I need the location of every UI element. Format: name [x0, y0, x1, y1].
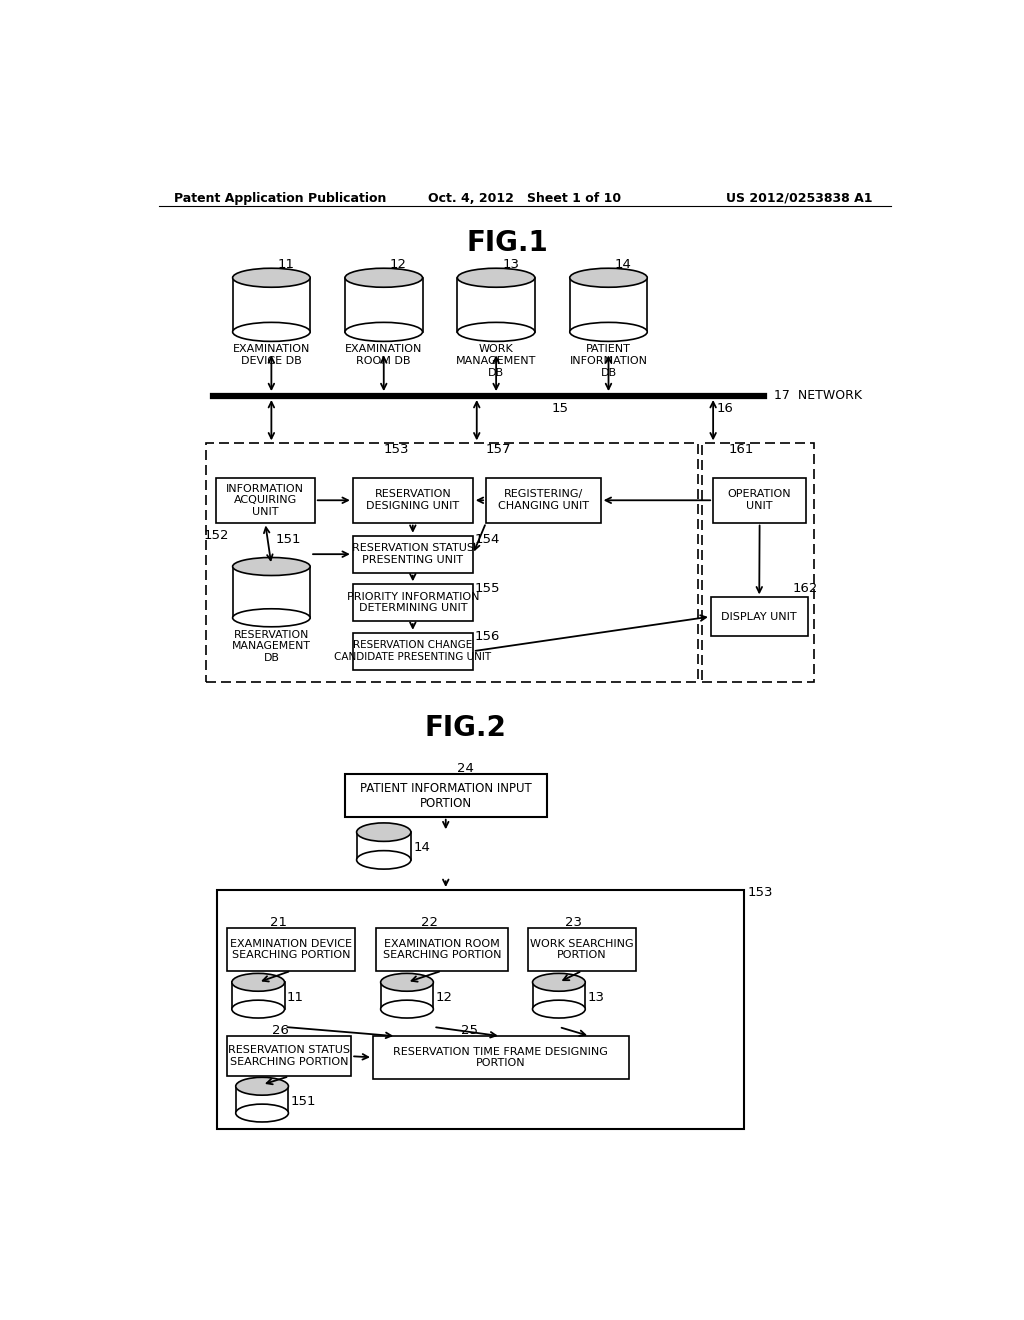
Text: 14: 14 — [614, 259, 632, 271]
Text: 13: 13 — [503, 259, 519, 271]
Ellipse shape — [569, 268, 647, 288]
Text: FIG.1: FIG.1 — [467, 230, 549, 257]
FancyBboxPatch shape — [352, 536, 473, 573]
FancyBboxPatch shape — [711, 598, 808, 636]
FancyBboxPatch shape — [216, 478, 314, 523]
Text: 12: 12 — [390, 259, 407, 271]
Text: Patent Application Publication: Patent Application Publication — [174, 191, 387, 205]
Ellipse shape — [345, 268, 423, 288]
FancyBboxPatch shape — [569, 277, 647, 331]
Text: 23: 23 — [565, 916, 583, 929]
Ellipse shape — [458, 268, 535, 288]
Text: RESERVATION CHANGE
CANDIDATE PRESENTING UNIT: RESERVATION CHANGE CANDIDATE PRESENTING … — [334, 640, 492, 663]
Text: 151: 151 — [291, 1096, 316, 1109]
Text: EXAMINATION DEVICE
SEARCHING PORTION: EXAMINATION DEVICE SEARCHING PORTION — [230, 939, 352, 961]
Text: 11: 11 — [287, 991, 304, 1005]
Text: EXAMINATION
ROOM DB: EXAMINATION ROOM DB — [345, 345, 423, 366]
Bar — [701, 444, 814, 682]
FancyBboxPatch shape — [345, 775, 547, 817]
FancyBboxPatch shape — [217, 890, 744, 1129]
Text: PRIORITY INFORMATION
DETERMINING UNIT: PRIORITY INFORMATION DETERMINING UNIT — [346, 591, 479, 614]
Text: DISPLAY UNIT: DISPLAY UNIT — [722, 611, 797, 622]
Ellipse shape — [236, 1104, 289, 1122]
FancyBboxPatch shape — [236, 1086, 289, 1113]
Text: 26: 26 — [272, 1023, 289, 1036]
Text: OPERATION
UNIT: OPERATION UNIT — [728, 490, 792, 511]
FancyBboxPatch shape — [232, 277, 310, 331]
Ellipse shape — [232, 322, 310, 342]
Ellipse shape — [232, 268, 310, 288]
FancyBboxPatch shape — [352, 585, 473, 622]
Text: 11: 11 — [278, 259, 295, 271]
Text: US 2012/0253838 A1: US 2012/0253838 A1 — [725, 191, 872, 205]
Ellipse shape — [458, 322, 535, 342]
FancyBboxPatch shape — [227, 928, 355, 970]
Text: RESERVATION
DESIGNING UNIT: RESERVATION DESIGNING UNIT — [367, 490, 460, 511]
Ellipse shape — [232, 557, 310, 576]
Text: 13: 13 — [588, 991, 604, 1005]
Text: EXAMINATION
DEVICE DB: EXAMINATION DEVICE DB — [232, 345, 310, 366]
Ellipse shape — [231, 1001, 285, 1018]
FancyBboxPatch shape — [458, 277, 535, 331]
FancyBboxPatch shape — [376, 928, 508, 970]
Text: 17  NETWORK: 17 NETWORK — [774, 389, 862, 403]
Bar — [206, 444, 697, 682]
Text: 16: 16 — [717, 403, 734, 416]
Text: RESERVATION TIME FRAME DESIGNING
PORTION: RESERVATION TIME FRAME DESIGNING PORTION — [393, 1047, 608, 1068]
Text: EXAMINATION ROOM
SEARCHING PORTION: EXAMINATION ROOM SEARCHING PORTION — [383, 939, 501, 961]
Text: INFORMATION
ACQUIRING
UNIT: INFORMATION ACQUIRING UNIT — [226, 483, 304, 517]
Text: 22: 22 — [421, 916, 438, 929]
Ellipse shape — [345, 322, 423, 342]
Ellipse shape — [381, 1001, 433, 1018]
FancyBboxPatch shape — [381, 982, 433, 1008]
FancyBboxPatch shape — [528, 928, 636, 970]
Ellipse shape — [532, 973, 586, 991]
FancyBboxPatch shape — [713, 478, 806, 523]
FancyBboxPatch shape — [227, 1036, 351, 1076]
Ellipse shape — [569, 322, 647, 342]
Text: 162: 162 — [793, 582, 817, 594]
Text: PATIENT
INFORMATION
DB: PATIENT INFORMATION DB — [569, 345, 647, 378]
Text: 12: 12 — [435, 991, 453, 1005]
FancyBboxPatch shape — [352, 632, 473, 669]
Text: 153: 153 — [748, 886, 773, 899]
Ellipse shape — [532, 1001, 586, 1018]
Text: 151: 151 — [275, 533, 301, 546]
Ellipse shape — [356, 850, 411, 869]
Text: 154: 154 — [474, 533, 500, 546]
Text: 15: 15 — [552, 403, 569, 416]
FancyBboxPatch shape — [486, 478, 601, 523]
FancyBboxPatch shape — [356, 832, 411, 859]
Text: 14: 14 — [414, 841, 430, 854]
Text: 157: 157 — [486, 444, 512, 455]
Text: 156: 156 — [474, 630, 500, 643]
Text: REGISTERING/
CHANGING UNIT: REGISTERING/ CHANGING UNIT — [498, 490, 589, 511]
Ellipse shape — [231, 973, 285, 991]
Ellipse shape — [381, 973, 433, 991]
Text: FIG.2: FIG.2 — [424, 714, 506, 742]
Text: WORK
MANAGEMENT
DB: WORK MANAGEMENT DB — [456, 345, 537, 378]
Text: RESERVATION STATUS
PRESENTING UNIT: RESERVATION STATUS PRESENTING UNIT — [352, 544, 474, 565]
Text: Oct. 4, 2012   Sheet 1 of 10: Oct. 4, 2012 Sheet 1 of 10 — [428, 191, 622, 205]
FancyBboxPatch shape — [232, 566, 310, 618]
FancyBboxPatch shape — [231, 982, 285, 1008]
Text: WORK SEARCHING
PORTION: WORK SEARCHING PORTION — [530, 939, 634, 961]
Text: 161: 161 — [729, 444, 754, 455]
Text: 155: 155 — [474, 582, 500, 594]
Text: 21: 21 — [270, 916, 288, 929]
Ellipse shape — [232, 609, 310, 627]
Text: 152: 152 — [203, 529, 228, 543]
FancyBboxPatch shape — [345, 277, 423, 331]
Text: 153: 153 — [384, 444, 410, 455]
Text: RESERVATION STATUS
SEARCHING PORTION: RESERVATION STATUS SEARCHING PORTION — [228, 1045, 350, 1067]
Ellipse shape — [356, 822, 411, 841]
Ellipse shape — [236, 1077, 289, 1096]
Text: PATIENT INFORMATION INPUT
PORTION: PATIENT INFORMATION INPUT PORTION — [359, 781, 531, 809]
FancyBboxPatch shape — [373, 1036, 629, 1078]
Text: RESERVATION
MANAGEMENT
DB: RESERVATION MANAGEMENT DB — [232, 630, 311, 663]
FancyBboxPatch shape — [352, 478, 473, 523]
Text: 25: 25 — [461, 1023, 477, 1036]
Text: 24: 24 — [458, 762, 474, 775]
FancyBboxPatch shape — [532, 982, 586, 1008]
